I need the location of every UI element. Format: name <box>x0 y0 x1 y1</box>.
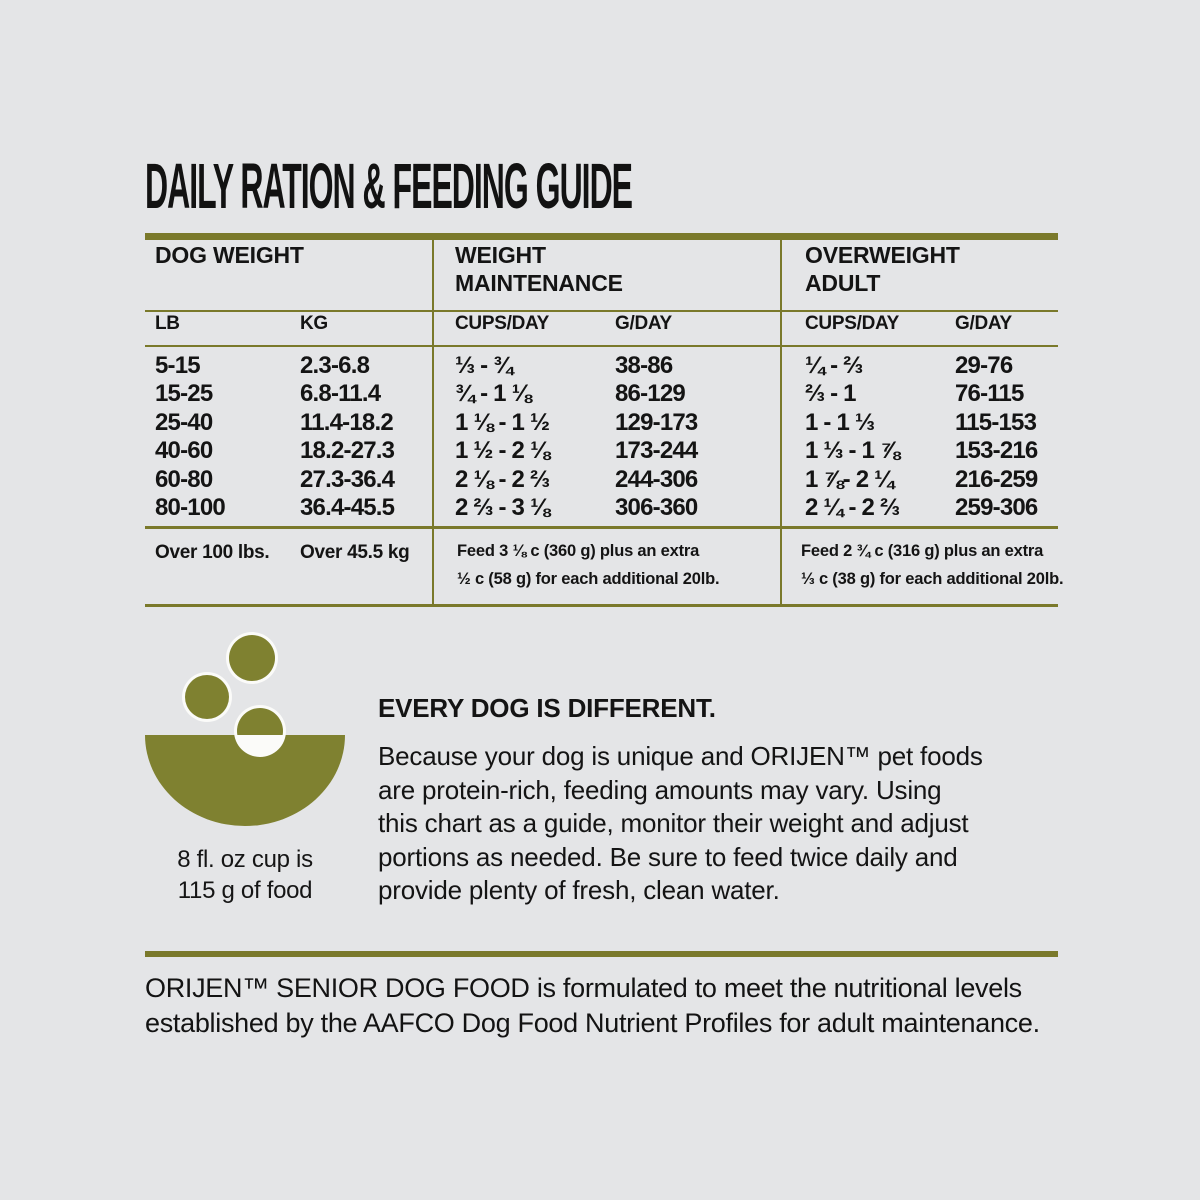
subheader-wm-cups: CUPS/DAY <box>455 313 550 334</box>
over-row-ow-line2: ⅓ c (38 g) for each additional 20lb. <box>801 570 1064 588</box>
table-subheader-rule <box>145 345 1058 347</box>
col-header-dog-weight: DOG WEIGHT <box>155 242 304 268</box>
table-row-cell: ¾ - 1 ⅛ <box>455 380 532 407</box>
table-row-cell: 80-100 <box>155 494 226 521</box>
subheader-wm-g: G/DAY <box>615 313 672 334</box>
table-bottom-rule <box>145 604 1058 607</box>
table-divider-2 <box>780 233 782 607</box>
table-header-rule <box>145 310 1058 312</box>
table-row-cell: 18.2-27.3 <box>300 437 395 464</box>
aafco-statement: ORIJEN™ SENIOR DOG FOOD is formulated to… <box>145 971 1040 1041</box>
table-row-cell: 5-15 <box>155 352 201 379</box>
info-paragraph-line: portions as needed. Be sure to feed twic… <box>378 841 958 872</box>
subheader-ow-cups: CUPS/DAY <box>805 313 900 334</box>
table-row-cell: 11.4-18.2 <box>300 409 394 436</box>
aafco-statement-line: ORIJEN™ SENIOR DOG FOOD is formulated to… <box>145 973 1022 1003</box>
info-heading: EVERY DOG IS DIFFERENT. <box>378 693 716 723</box>
kibble-circle-icon <box>229 635 275 681</box>
subheader-kg: KG <box>300 313 328 334</box>
info-paragraph-line: Because your dog is unique and ORIJEN™ p… <box>378 741 983 771</box>
page-title: DAILY RATION & FEEDING GUIDE <box>145 150 633 222</box>
table-row-cell: 6.8-11.4 <box>300 380 381 407</box>
bowl-caption-line: 115 g of food <box>177 877 313 904</box>
subheader-ow-g: G/DAY <box>955 313 1012 334</box>
over-row-lb: Over 100 lbs. <box>155 542 270 563</box>
feeding-table: DOG WEIGHT WEIGHT MAINTENANCE OVERWEIGHT… <box>145 233 1064 607</box>
info-paragraph: Because your dog is unique and ORIJEN™ p… <box>378 740 983 908</box>
table-row-cell: 173-244 <box>615 437 698 464</box>
table-row-cell: 1 ½ - 2 ⅛ <box>455 437 550 464</box>
table-top-rule <box>145 233 1058 240</box>
kibble-circle-icon <box>185 675 229 719</box>
table-row-cell: 2 ⅔ - 3 ⅛ <box>455 494 550 521</box>
over-row-wm-line1: Feed 3 ⅛ c (360 g) plus an extra <box>457 542 700 560</box>
table-row-cell: 153-216 <box>955 437 1038 464</box>
table-row-cell: 2.3-6.8 <box>300 352 370 379</box>
table-row-cell: ¼ - ⅔ <box>805 352 863 379</box>
over-row-ow-line1: Feed 2 ¾ c (316 g) plus an extra <box>801 542 1044 560</box>
table-row-cell: 1 - 1 ⅓ <box>805 409 875 436</box>
table-row-cell: 40-60 <box>155 437 213 464</box>
table-row-cell: 15-25 <box>155 380 213 407</box>
table-row-cell: 1 ⅛ - 1 ½ <box>455 409 550 436</box>
footer-rule <box>145 951 1058 957</box>
table-row-cell: ⅓ - ¾ <box>455 352 513 379</box>
subheader-lb: LB <box>155 313 180 334</box>
table-row-cell: ⅔ - 1 <box>805 380 856 407</box>
over-row-wm-line2: ½ c (58 g) for each additional 20lb. <box>457 570 720 588</box>
table-row-cell: 25-40 <box>155 409 213 436</box>
table-row-cell: 259-306 <box>955 494 1038 521</box>
table-row-cell: 60-80 <box>155 466 213 493</box>
table-row-cell: 27.3-36.4 <box>300 466 395 493</box>
table-row-cell: 216-259 <box>955 466 1038 493</box>
table-row-cell: 2 ⅛ - 2 ⅔ <box>455 466 550 493</box>
table-row-cell: 1 ⅓ - 1 ⅞ <box>805 437 900 464</box>
table-row-cell: 36.4-45.5 <box>300 494 395 521</box>
table-row-cell: 38-86 <box>615 352 673 379</box>
table-row-cell: 76-115 <box>955 380 1024 407</box>
table-divider-1 <box>432 233 434 607</box>
table-row-cell: 86-129 <box>615 380 686 407</box>
info-paragraph-line: provide plenty of fresh, clean water. <box>378 875 780 905</box>
table-row-cell: 29-76 <box>955 352 1013 379</box>
col-header-overweight-adult: OVERWEIGHT ADULT <box>805 242 960 296</box>
table-row-cell: 244-306 <box>615 466 698 493</box>
table-row-cell: 115-153 <box>955 409 1037 436</box>
aafco-statement-line: established by the AAFCO Dog Food Nutrie… <box>145 1008 1040 1038</box>
table-row-cell: 2 ¼ - 2 ⅔ <box>805 494 900 521</box>
over-row-kg: Over 45.5 kg <box>300 542 410 563</box>
bowl-caption: 8 fl. oz cup is 115 g of food <box>145 844 345 906</box>
table-row-cell: 129-173 <box>615 409 698 436</box>
table-row-cell: 1 ⅞- 2 ¼ <box>805 466 894 493</box>
info-paragraph-line: this chart as a guide, monitor their wei… <box>378 808 969 838</box>
info-paragraph-line: are protein-rich, feeding amounts may va… <box>378 774 942 805</box>
table-overrow-rule <box>145 526 1058 529</box>
bowl-caption-line: 8 fl. oz cup is <box>177 846 313 873</box>
col-header-weight-maintenance: WEIGHT MAINTENANCE <box>455 242 623 296</box>
table-row-cell: 306-360 <box>615 494 698 521</box>
